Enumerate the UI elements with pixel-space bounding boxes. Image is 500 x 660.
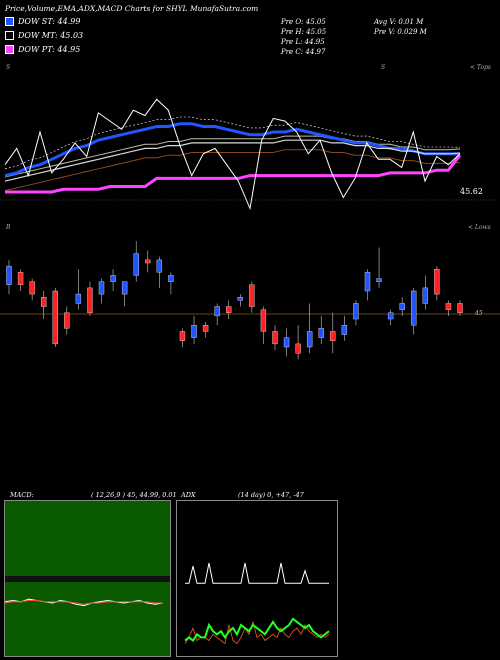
candle-body — [214, 306, 220, 317]
candle-body — [98, 281, 105, 295]
ema-mid-line — [4, 135, 461, 178]
macd-macd-line — [5, 598, 164, 607]
stat-pre-high: Pre H: 45.05 — [281, 28, 327, 36]
candle-body — [237, 297, 243, 301]
price-top-mid-label: S — [381, 64, 386, 71]
candle-body — [29, 281, 35, 295]
macd-params: ( 12,26,9 ) 45, 44.99, 0.01 — [91, 491, 177, 499]
series-dow-st-line — [4, 122, 461, 178]
legend-swatch-st — [5, 17, 14, 26]
candle-body — [422, 287, 429, 304]
adx-params: (14 day) 0, +47, -47 — [238, 491, 304, 499]
ema-dotted-line — [4, 116, 461, 170]
candle-body — [341, 325, 348, 335]
price-top-left-label: S — [6, 64, 11, 71]
candle-body — [376, 278, 382, 282]
candle-level-label: 45 — [475, 310, 483, 317]
legend-swatch-pt — [5, 45, 14, 54]
candle-body — [353, 303, 359, 320]
candle-body — [445, 303, 452, 310]
macd-zero-band — [5, 576, 170, 582]
candle-body — [17, 272, 24, 285]
candle-body — [133, 253, 139, 276]
macd-panel — [4, 500, 171, 657]
stat-pre-open: Pre O: 45.05 — [281, 18, 326, 26]
price-bottom-left-label: B — [6, 224, 11, 231]
candle-body — [6, 265, 12, 285]
candle-body — [272, 331, 278, 345]
adx-panel — [176, 500, 338, 657]
candle-body — [75, 293, 82, 304]
stat-pre-low: Pre L: 44.95 — [281, 38, 325, 46]
candle-body — [434, 269, 440, 295]
candle-body — [121, 281, 128, 295]
candle-body — [306, 331, 313, 348]
series-dow-pt-line — [5, 154, 462, 194]
price-candle-chart — [0, 98, 500, 360]
candle-body — [283, 337, 290, 348]
legend-dow-st: DOW ST: 44.99 — [5, 17, 80, 26]
macd-label: MACD: — [10, 491, 34, 499]
adx-adx-line — [185, 562, 329, 584]
candle-body — [364, 272, 371, 292]
candle-body — [249, 284, 255, 307]
candle-body — [110, 275, 116, 282]
candle-body — [179, 331, 186, 341]
candle-body — [168, 275, 174, 282]
adx-label: ADX — [181, 491, 196, 499]
candle-body — [191, 325, 197, 338]
adx-plusminus-di-line — [184, 617, 330, 642]
macd-signal-line — [5, 600, 163, 605]
series-price-line — [4, 98, 461, 211]
price-tops-label: < Tops — [470, 64, 492, 71]
legend-swatch-mt — [5, 31, 14, 40]
series-dow-mt-line — [4, 139, 461, 182]
candle-body — [260, 309, 267, 332]
candle-body — [64, 312, 70, 329]
price-lows-label: < Lows — [468, 224, 491, 231]
candle-body — [145, 259, 151, 264]
legend-dow-pt: DOW PT: 44.95 — [5, 45, 80, 54]
chart-title: Price,Volume,EMA,ADX,MACD Charts for SHY… — [5, 4, 259, 13]
macd-chart — [5, 576, 170, 607]
candle-body — [156, 259, 163, 273]
candle-body — [202, 325, 209, 332]
stat-avg-volume: Avg V: 0.01 M — [374, 18, 424, 26]
price-last-value: 45.62 — [460, 187, 483, 196]
candle-body — [40, 297, 47, 307]
stat-pre-close: Pre C: 44.97 — [281, 48, 326, 56]
stat-pre-volume: Pre V: 0.029 M — [374, 28, 427, 36]
candle-body — [52, 290, 58, 345]
candle-body — [399, 303, 405, 310]
candle-body — [387, 312, 394, 320]
candle-body — [411, 290, 417, 326]
candle-body — [226, 306, 232, 313]
candle-body — [330, 331, 336, 341]
candle-body — [295, 343, 301, 354]
adx-chart — [184, 562, 330, 645]
candle-body — [318, 328, 324, 338]
adx-minus-di-line — [184, 620, 330, 645]
ema-long-line — [4, 149, 461, 192]
legend-dow-mt: DOW MT: 45.03 — [5, 31, 83, 40]
candle-body — [457, 303, 463, 313]
candle-body — [87, 287, 93, 313]
